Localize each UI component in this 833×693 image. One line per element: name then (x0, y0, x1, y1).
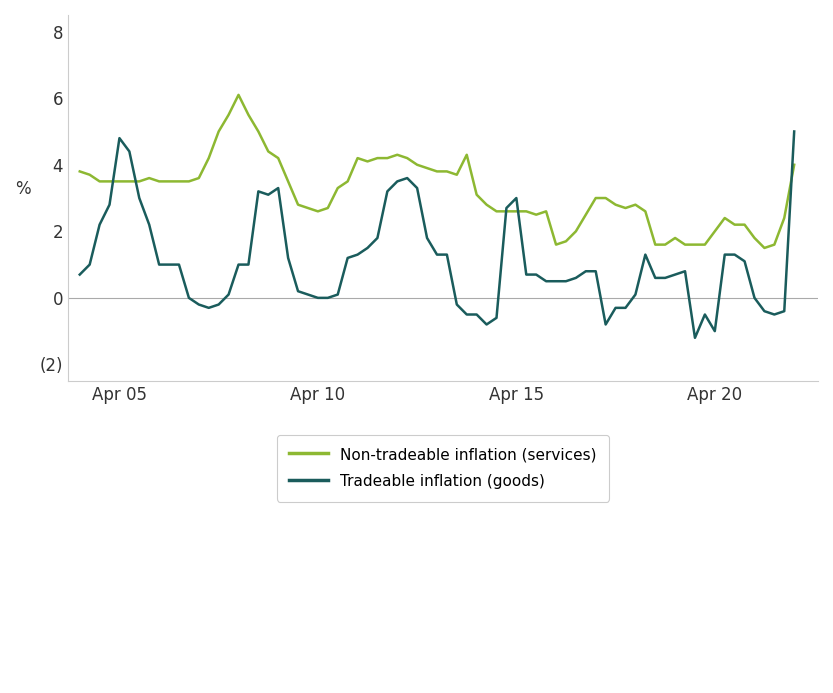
Y-axis label: %: % (15, 180, 31, 198)
Legend: Non-tradeable inflation (services), Tradeable inflation (goods): Non-tradeable inflation (services), Trad… (277, 435, 609, 502)
